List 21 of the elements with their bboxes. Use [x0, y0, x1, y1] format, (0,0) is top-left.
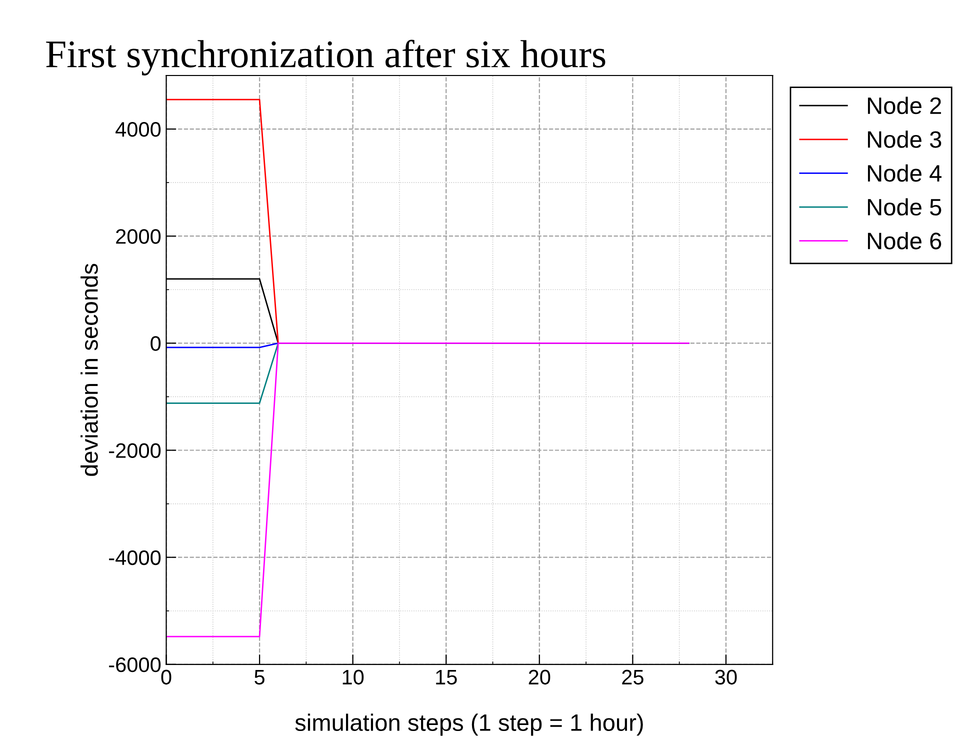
legend-label: Node 2	[868, 96, 941, 114]
legend-label: Node 5	[868, 198, 942, 216]
x-tick-label: 10	[342, 670, 364, 685]
y-tick-label: -4000	[109, 550, 161, 566]
y-tick-label: -2000	[109, 443, 161, 458]
x-tick-label: 0	[161, 670, 172, 685]
x-tick-label: 15	[436, 670, 457, 685]
legend-label: Node 6	[868, 232, 942, 250]
legend-label: Node 3	[868, 130, 942, 148]
y-axis-title: deviation in seconds	[80, 264, 98, 476]
y-tick-label: 2000	[116, 229, 161, 244]
x-tick-label: 25	[622, 670, 644, 685]
legend-label: Node 4	[868, 164, 942, 182]
y-tick-label: 4000	[116, 122, 161, 137]
y-tick-label: -6000	[109, 657, 161, 672]
x-tick-label: 30	[715, 670, 737, 685]
x-axis-title: simulation steps (1 step = 1 hour)	[295, 714, 643, 736]
x-tick-label: 20	[528, 670, 550, 685]
x-tick-label: 5	[254, 670, 264, 685]
chart-title: First synchronization after six hours	[46, 40, 606, 76]
y-tick-label: 0	[150, 336, 161, 351]
